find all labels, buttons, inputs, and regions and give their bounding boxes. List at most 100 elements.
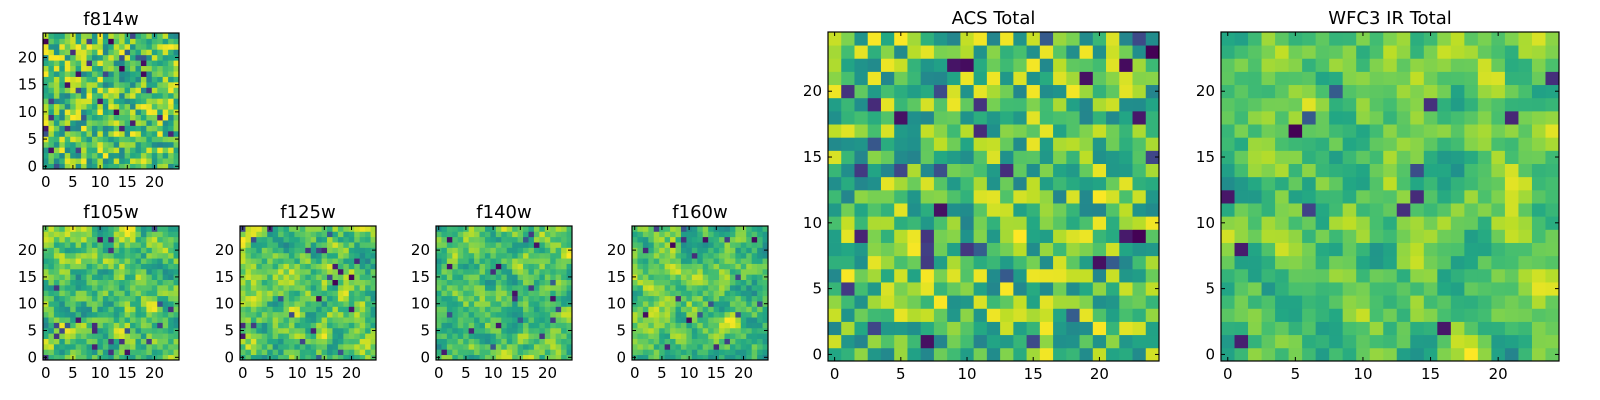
heatmap-cell bbox=[348, 242, 355, 248]
heatmap-cell bbox=[64, 136, 71, 143]
heatmap-cell bbox=[512, 301, 518, 307]
heatmap-cell bbox=[680, 317, 687, 323]
heatmap-cell bbox=[146, 226, 153, 232]
heatmap-cell bbox=[713, 263, 720, 270]
heatmap-cell bbox=[713, 333, 720, 339]
heatmap-cell bbox=[867, 150, 882, 164]
heatmap-cell bbox=[867, 110, 882, 125]
heatmap-cell bbox=[343, 226, 350, 232]
heatmap-cell bbox=[108, 252, 115, 259]
heatmap-cell bbox=[484, 327, 491, 334]
heatmap-cell bbox=[479, 242, 486, 248]
heatmap-cell bbox=[544, 279, 551, 286]
heatmap-cell bbox=[1275, 295, 1289, 309]
heatmap-cell bbox=[81, 322, 87, 329]
heatmap-cell bbox=[457, 354, 464, 361]
heatmap-cell bbox=[920, 203, 935, 217]
heatmap-cell bbox=[359, 295, 366, 302]
heatmap-cell bbox=[81, 54, 87, 61]
heatmap-cell bbox=[1491, 334, 1506, 349]
heatmap-cell bbox=[1221, 334, 1235, 349]
heatmap-cell bbox=[1329, 124, 1344, 138]
heatmap-cell bbox=[173, 338, 180, 345]
heatmap-cell bbox=[566, 263, 573, 270]
heatmap-cell bbox=[108, 152, 115, 159]
heatmap-cell bbox=[327, 333, 333, 339]
heatmap-cell bbox=[343, 279, 350, 286]
heatmap-cell bbox=[550, 327, 557, 334]
heatmap-cell bbox=[653, 247, 660, 254]
heatmap-cell bbox=[256, 295, 263, 302]
heatmap-cell bbox=[452, 263, 459, 270]
heatmap-cell bbox=[86, 236, 93, 243]
heatmap-cell bbox=[1504, 32, 1519, 46]
heatmap-cell bbox=[48, 71, 55, 77]
heatmap-cell bbox=[452, 236, 459, 243]
heatmap-cell bbox=[1145, 124, 1160, 138]
heatmap-cell bbox=[267, 327, 274, 334]
heatmap-cell bbox=[124, 43, 131, 50]
heatmap-cell bbox=[539, 343, 546, 350]
y-tick-label: 10 bbox=[215, 295, 234, 313]
heatmap-cell bbox=[108, 60, 115, 67]
heatmap-cell bbox=[555, 274, 562, 280]
heatmap-cell bbox=[1410, 268, 1425, 283]
heatmap-cell bbox=[659, 236, 666, 243]
heatmap-cell bbox=[294, 349, 301, 356]
heatmap-cell bbox=[724, 247, 731, 254]
heatmap-cell bbox=[316, 284, 322, 291]
heatmap-cell bbox=[1302, 308, 1317, 322]
heatmap-cell bbox=[97, 236, 104, 243]
heatmap-cell bbox=[43, 284, 49, 291]
heatmap-cell bbox=[512, 338, 518, 345]
heatmap-cell bbox=[561, 349, 567, 356]
heatmap-cell bbox=[97, 279, 104, 286]
heatmap-cell bbox=[283, 263, 290, 270]
heatmap-cell bbox=[70, 141, 77, 148]
heatmap-cell bbox=[151, 43, 158, 50]
heatmap-cell bbox=[907, 203, 922, 217]
heatmap-cell bbox=[1106, 124, 1120, 138]
heatmap-cell bbox=[501, 242, 508, 248]
heatmap-cell bbox=[501, 333, 508, 339]
heatmap-cell bbox=[151, 317, 158, 323]
heatmap-cell bbox=[321, 301, 328, 307]
heatmap-cell bbox=[91, 147, 98, 154]
heatmap-cell bbox=[1066, 137, 1080, 151]
heatmap-cell bbox=[59, 247, 66, 254]
heatmap-cell bbox=[1491, 58, 1506, 72]
heatmap-cell bbox=[1531, 150, 1546, 164]
heatmap-cell bbox=[48, 152, 55, 159]
heatmap-cell bbox=[523, 284, 529, 291]
heatmap-cell bbox=[495, 349, 502, 356]
heatmap-cell bbox=[267, 268, 274, 275]
heatmap-cell bbox=[299, 306, 306, 313]
heatmap-cell bbox=[75, 152, 82, 159]
heatmap-cell bbox=[960, 216, 975, 230]
heatmap-cell bbox=[468, 258, 475, 264]
heatmap-cell bbox=[1356, 124, 1371, 138]
heatmap-cell bbox=[894, 203, 908, 217]
heatmap-cell bbox=[151, 120, 158, 126]
heatmap-cell bbox=[130, 252, 136, 259]
heatmap-cell bbox=[463, 301, 470, 307]
heatmap-cell bbox=[316, 327, 322, 334]
heatmap-cell bbox=[933, 321, 948, 336]
heatmap-cell bbox=[1039, 242, 1054, 257]
heatmap-cell bbox=[1079, 137, 1094, 151]
heatmap-cell bbox=[316, 349, 322, 356]
heatmap-cell bbox=[102, 38, 109, 45]
heatmap-cell bbox=[637, 279, 644, 286]
heatmap-cell bbox=[484, 317, 491, 323]
heatmap-cell bbox=[907, 321, 922, 336]
heatmap-cell bbox=[724, 301, 731, 307]
heatmap-cell bbox=[1026, 203, 1041, 217]
heatmap-cell bbox=[539, 290, 546, 297]
heatmap-cell bbox=[828, 150, 842, 164]
heatmap-cell bbox=[986, 216, 1001, 230]
heatmap-cell bbox=[75, 231, 82, 238]
heatmap-cell bbox=[973, 150, 988, 164]
heatmap-cell bbox=[113, 301, 120, 307]
heatmap-cell bbox=[561, 306, 567, 313]
heatmap-cell bbox=[299, 268, 306, 275]
